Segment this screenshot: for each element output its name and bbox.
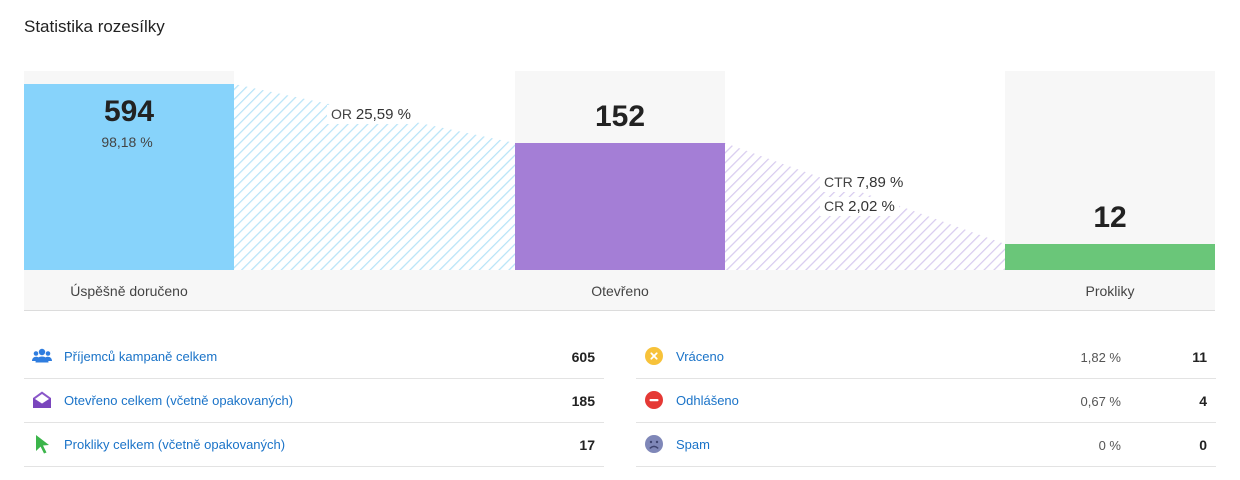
clicks-column-bg: [1005, 71, 1215, 271]
clicks-label: Prokliky: [1085, 283, 1135, 299]
ctr-label: CTR 7,89 %: [820, 173, 908, 192]
spam-value: 0: [1199, 437, 1207, 453]
clicks-value: 12: [1093, 201, 1127, 234]
spam-face-icon: [645, 435, 663, 453]
clicks-total-link[interactable]: Prokliky celkem (včetně opakovaných): [64, 437, 286, 452]
delivery-issues-list: Vráceno 1,82 % 11 Odhlášeno 0,67 % 4 Spa…: [636, 335, 1216, 467]
cr-value: 2,02 %: [848, 198, 895, 215]
opened-total-value: 185: [571, 393, 595, 409]
cr-label: CR 2,02 %: [820, 197, 899, 216]
bounced-percent: 1,82 %: [1080, 350, 1121, 365]
open-rate-connector: [234, 84, 515, 271]
summary-stats-list: Příjemců kampaně celkem 605 Otevřeno cel…: [24, 335, 604, 467]
stat-row-opened-total: Otevřeno celkem (včetně opakovaných) 185: [24, 379, 604, 423]
funnel-graphic: [24, 71, 1215, 271]
delivered-label: Úspěšně doručeno: [70, 283, 188, 299]
unsubscribed-link[interactable]: Odhlášeno: [676, 393, 739, 408]
recipients-value: 605: [571, 349, 595, 365]
spam-link[interactable]: Spam: [676, 437, 710, 452]
opened-value: 152: [594, 100, 646, 133]
stat-row-recipients: Příjemců kampaně celkem 605: [24, 335, 604, 379]
delivered-value: 594: [103, 95, 155, 128]
stat-row-spam: Spam 0 % 0: [636, 423, 1216, 467]
opened-total-link[interactable]: Otevřeno celkem (včetně opakovaných): [64, 393, 294, 408]
open-envelope-icon: [33, 391, 51, 408]
bounce-icon: [645, 347, 663, 365]
funnel-chart: 594 98,18 % 152 12 OR 25,59 % CTR 7,89 %…: [24, 71, 1215, 311]
recipients-link[interactable]: Příjemců kampaně celkem: [64, 349, 218, 364]
ctr-value: 7,89 %: [856, 174, 904, 191]
page-title: Statistika rozesílky: [24, 17, 165, 36]
stage-label-bar: Úspěšně doručeno Otevřeno Prokliky: [24, 270, 1215, 311]
delivered-bar: [24, 84, 234, 271]
bounced-value: 11: [1192, 349, 1207, 365]
spam-percent: 0 %: [1098, 438, 1121, 453]
open-rate-value: 25,59 %: [355, 106, 411, 123]
clicks-bar: [1005, 244, 1215, 271]
ctr-prefix: CTR: [824, 174, 853, 190]
unsubscribed-value: 4: [1199, 393, 1207, 409]
delivered-percent: 98,18 %: [101, 134, 153, 150]
bounced-link[interactable]: Vráceno: [676, 349, 724, 364]
open-rate-label: OR 25,59 %: [327, 105, 415, 124]
users-icon: [32, 348, 52, 363]
cursor-icon: [36, 435, 49, 454]
open-rate-prefix: OR: [331, 106, 352, 122]
stat-row-clicks-total: Prokliky celkem (včetně opakovaných) 17: [24, 423, 604, 467]
cr-prefix: CR: [824, 198, 845, 214]
unsubscribed-percent: 0,67 %: [1080, 394, 1121, 409]
stat-row-unsubscribed: Odhlášeno 0,67 % 4: [636, 379, 1216, 423]
unsubscribe-icon: [645, 391, 663, 409]
opened-bar: [515, 143, 725, 271]
clicks-total-value: 17: [579, 437, 595, 453]
opened-label: Otevřeno: [591, 283, 649, 299]
stat-row-bounced: Vráceno 1,82 % 11: [636, 335, 1216, 379]
